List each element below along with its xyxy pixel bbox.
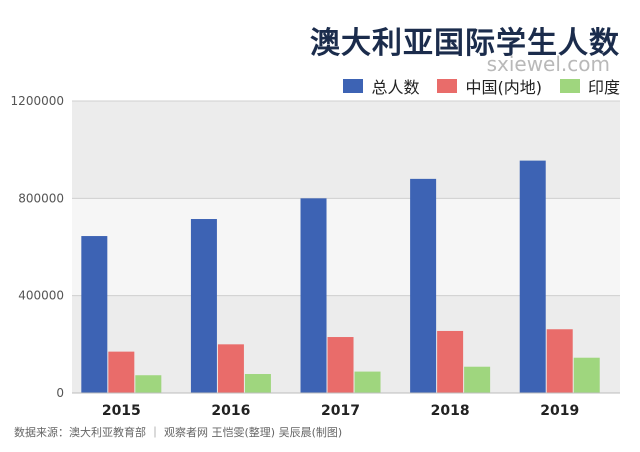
bar-2-2017 — [354, 371, 381, 393]
bar-1-2015 — [108, 351, 135, 393]
x-tick-label: 2015 — [102, 403, 141, 419]
legend-swatch-india — [559, 79, 580, 93]
y-tick-label: 0 — [56, 386, 64, 400]
legend-label-china: 中国(内地) — [465, 78, 542, 97]
x-tick-label: 2019 — [540, 403, 579, 419]
legend-item-china: 中国(内地) — [437, 74, 542, 98]
legend-swatch-total — [343, 79, 364, 93]
chart-title: 澳大利亚国际学生人数 — [310, 26, 620, 61]
bar-0-2016 — [190, 219, 217, 393]
legend-swatch-china — [437, 79, 458, 93]
y-tick-label: 400000 — [18, 289, 64, 303]
x-tick-label: 2017 — [321, 403, 360, 419]
legend-item-total: 总人数 — [343, 74, 419, 98]
bar-1-2017 — [327, 337, 354, 393]
bar-0-2017 — [300, 198, 327, 393]
legend-item-india: 印度 — [559, 74, 620, 98]
y-tick-label: 1200000 — [11, 94, 64, 108]
bar-1-2018 — [437, 330, 464, 393]
bar-2-2015 — [135, 375, 162, 393]
y-tick-label: 800000 — [18, 191, 64, 205]
bar-0-2019 — [519, 160, 546, 393]
x-tick-label: 2018 — [431, 403, 470, 419]
bar-0-2018 — [410, 178, 437, 393]
bar-1-2019 — [546, 329, 573, 393]
bar-0-2015 — [81, 236, 108, 393]
bar-2-2018 — [464, 366, 491, 393]
bar-2-2016 — [244, 374, 271, 393]
x-tick-label: 2016 — [211, 403, 250, 419]
bar-2-2019 — [573, 357, 600, 393]
legend: 总人数 中国(内地) 印度 — [280, 74, 620, 98]
legend-label-india: 印度 — [587, 78, 620, 97]
watermark: sxiewel.com — [486, 52, 610, 76]
legend-label-total: 总人数 — [371, 78, 420, 97]
source-note: 数据来源：澳大利亚教育部 ｜ 观察者网 王恺雯(整理) 吴辰晨(制图) — [14, 426, 343, 439]
bar-1-2016 — [217, 344, 244, 393]
